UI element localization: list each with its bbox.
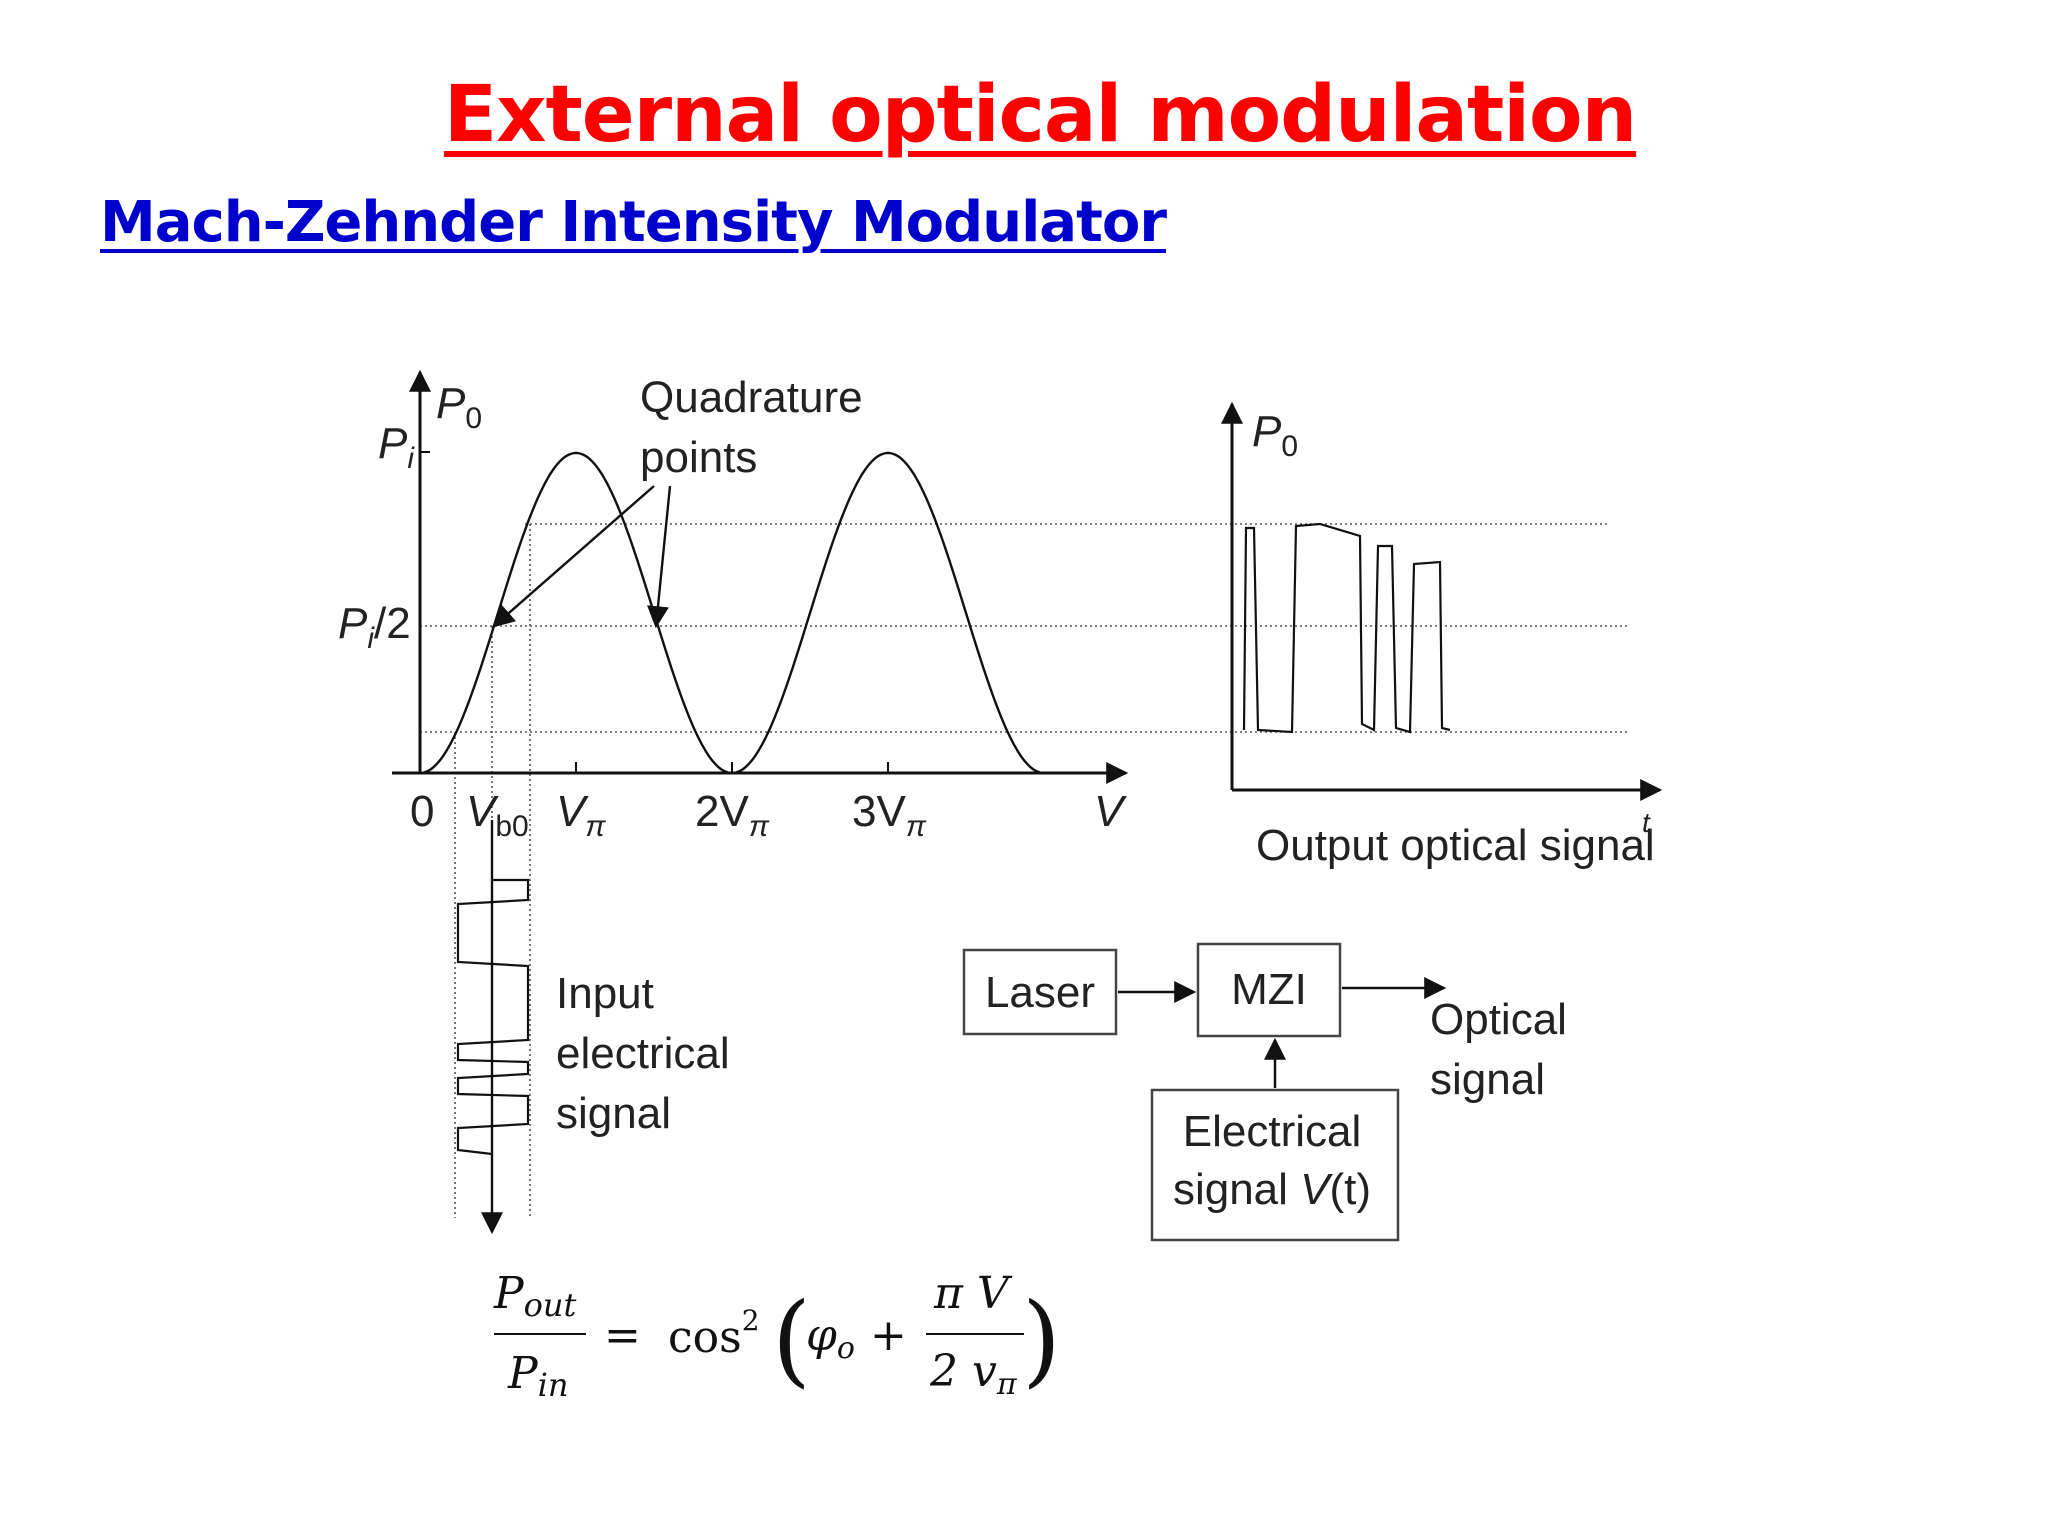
eq-frac-denominator: 2 vπ: [929, 1346, 1018, 1402]
elec-label-line2: signal V(t): [1173, 1165, 1371, 1214]
x-tick-zero: 0: [410, 787, 434, 836]
transfer-curve: [419, 451, 1045, 775]
laser-block: [962, 948, 1118, 1036]
output-x-axis-label: t: [1642, 807, 1651, 838]
eq-cos: cos2: [668, 1304, 760, 1363]
transfer-equation: Pout Pin = cos2 ( φo + π V 2 vπ ): [493, 1268, 1061, 1404]
transfer-y-axis-label: P0: [436, 379, 482, 435]
x-tick-2vpi: 2Vπ: [695, 787, 770, 843]
input-label-line2: electrical: [556, 1029, 730, 1078]
x-tick-vb0: Vb0: [466, 787, 529, 843]
quadrature-label-line1: Quadrature: [640, 373, 863, 422]
transfer-plot: P0 Pi Pi/2 0 Vb0 Vπ 2Vπ 3Vπ V Quadrature…: [338, 369, 1630, 1218]
x-tick-vpi: Vπ: [556, 787, 606, 843]
y-tick-pi-half: Pi/2: [338, 599, 411, 655]
electrical-signal-block: [1150, 1088, 1400, 1242]
eq-phi: φo: [806, 1310, 855, 1366]
eq-lhs-denominator: Pin: [507, 1348, 568, 1404]
input-signal: Input electrical signal: [456, 820, 730, 1235]
quadrature-arrow-2: [647, 485, 672, 629]
input-label-line3: signal: [556, 1089, 671, 1138]
x-tick-3vpi: 3Vπ: [852, 787, 927, 843]
input-waveform: [456, 878, 530, 1156]
optical-output-line1: Optical: [1430, 995, 1567, 1044]
quadrature-arrow-1: [492, 485, 655, 628]
mzi-label: MZI: [1231, 965, 1307, 1014]
mzi-block: [1196, 942, 1342, 1038]
block-diagram: Laser MZI Optical signal Electrical sign…: [962, 942, 1567, 1242]
elec-label-line1: Electrical: [1183, 1107, 1362, 1156]
optical-output-line2: signal: [1430, 1055, 1545, 1104]
input-label-line1: Input: [556, 969, 654, 1018]
eq-lhs-numerator: Pout: [493, 1268, 576, 1324]
laser-label: Laser: [985, 968, 1095, 1017]
output-caption: Output optical signal: [1256, 821, 1655, 870]
eq-close-paren: ): [1022, 1281, 1061, 1398]
slide-title: External optical modulation: [443, 70, 1637, 160]
eq-equals: =: [604, 1310, 641, 1361]
slide-subtitle: Mach-Zehnder Intensity Modulator: [100, 190, 1167, 255]
output-waveform: [1242, 522, 1451, 734]
eq-plus: +: [870, 1310, 907, 1361]
output-y-axis-label: P0: [1252, 407, 1298, 463]
eq-open-paren: (: [772, 1281, 811, 1398]
transfer-x-axis-label: V: [1094, 787, 1127, 836]
eq-frac-numerator: π V: [933, 1268, 1013, 1319]
quadrature-label-line2: points: [640, 433, 757, 482]
output-plot: P0 t Output optical signal: [1221, 401, 1663, 870]
y-tick-pi: Pi: [378, 419, 415, 475]
